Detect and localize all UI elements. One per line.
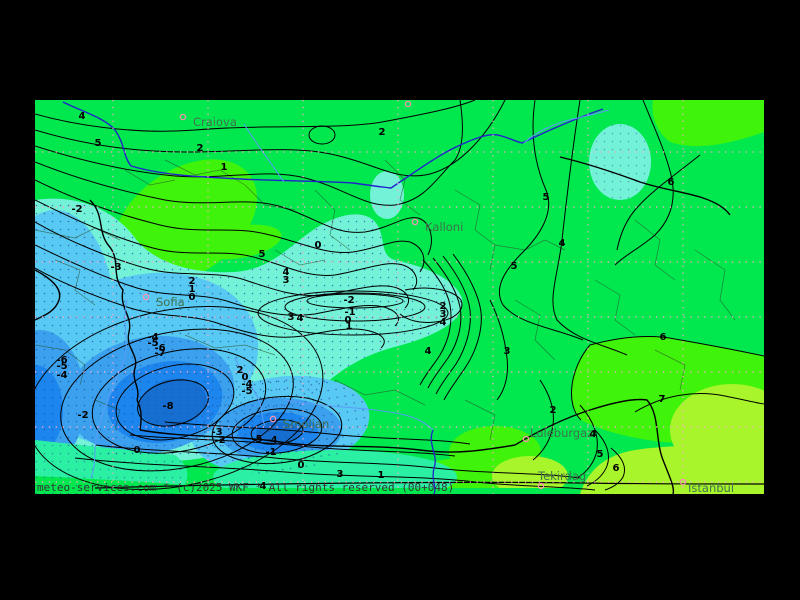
danube-river	[62, 101, 604, 189]
contour-label: 0	[298, 460, 305, 471]
contour-label: -5	[56, 361, 67, 372]
contour-label: 5	[259, 249, 266, 260]
contour-label: 5	[543, 192, 550, 203]
temperature-fill-layer	[35, 100, 764, 494]
contour-label: 0	[345, 315, 352, 326]
weather-map: Craiova Sofia Kalloni Smoljan Luleburgaz Teki…	[35, 100, 764, 494]
contour-label: 2	[440, 301, 447, 312]
city-marker-tekirdag	[537, 482, 545, 490]
contour-label: 3	[337, 469, 344, 480]
contour-label: -7	[154, 348, 165, 359]
city-marker-istanbul	[679, 478, 687, 486]
contour-label: 0	[189, 292, 196, 303]
contour-label: -5	[147, 338, 158, 349]
contour-label: 4	[79, 111, 86, 122]
contour-label: -6	[56, 355, 67, 366]
city-marker-kalloni	[411, 218, 419, 226]
contour-label: 4	[590, 429, 597, 440]
lat-lon-grid	[35, 100, 764, 494]
contour-label: -4	[56, 370, 67, 381]
contour-label: 0	[315, 240, 322, 251]
contour-label: -8	[162, 401, 173, 412]
contour-label: -1	[265, 447, 276, 458]
contour-label: 7	[659, 394, 666, 405]
contour-label: -4	[241, 379, 252, 390]
contour-label: -4	[147, 332, 158, 343]
maritsa-river	[430, 429, 436, 494]
contour-label: 6	[668, 177, 675, 188]
rivers-layer	[62, 101, 610, 494]
contour-label: 4	[440, 317, 447, 328]
city-marker-smoljan	[269, 415, 277, 423]
contour-label: 2	[189, 276, 196, 287]
city-marker-sofia	[142, 293, 150, 301]
contour-label: -2	[71, 204, 82, 215]
contour-label: -3	[110, 262, 121, 273]
contour-label: 5	[511, 261, 518, 272]
contour-label: 4	[559, 238, 566, 249]
contour-label: 2	[197, 143, 204, 154]
map-canvas: Craiova Sofia Kalloni Smoljan Luleburgaz Teki…	[35, 100, 764, 494]
contour-label: -3	[211, 427, 222, 438]
contour-label: 3	[288, 312, 295, 323]
contour-label: 4	[283, 267, 290, 278]
country-borders-layer	[35, 156, 731, 494]
admin-borders-layer	[35, 159, 736, 441]
contour-label: 1	[346, 321, 353, 332]
cities-layer: Craiova Sofia Kalloni Smoljan Luleburgaz Teki…	[142, 100, 734, 494]
contour-label: -2	[343, 295, 354, 306]
contour-label: 0	[134, 445, 141, 456]
contour-label: 5	[597, 449, 604, 460]
contour-label: 0	[242, 372, 249, 383]
contour-label: 1	[189, 284, 196, 295]
contour-label: 4	[425, 346, 432, 357]
contour-label: -2	[77, 410, 88, 421]
contour-label: 3	[504, 346, 511, 357]
city-marker-craiova	[179, 113, 187, 121]
copyright-text: meteo-services.com * (c)2025 WKF * All r…	[37, 481, 455, 494]
contour-label: 2	[550, 405, 557, 416]
city-label-craiova: Craiova	[193, 115, 237, 129]
contour-label: 5	[95, 138, 102, 149]
city-label-luleburgaz: Luleburgaz	[530, 426, 593, 440]
contour-label: 1	[378, 470, 385, 481]
contour-label: -4	[266, 435, 277, 446]
contour-label: 4	[297, 313, 304, 324]
city-label-tekirdag: Tekirdag	[537, 469, 586, 483]
contour-label: -6	[154, 343, 165, 354]
contour-label: 2	[379, 127, 386, 138]
contour-label: 4	[260, 481, 267, 492]
contour-label: 6	[660, 332, 667, 343]
contour-label: 2	[237, 365, 244, 376]
city-label-smoljan: Smoljan	[283, 417, 329, 431]
contour-label: -5	[241, 386, 252, 397]
contour-label: -1	[344, 307, 355, 318]
contour-label: 1	[221, 162, 228, 173]
contour-label: 6	[613, 463, 620, 474]
city-label-kalloni: Kalloni	[425, 220, 463, 234]
contour-label: -5	[251, 434, 262, 445]
city-marker-north-unnamed	[404, 100, 412, 108]
city-label-istanbul: Istanbul	[688, 481, 734, 494]
contour-label: 3	[440, 309, 447, 320]
contour-label: 3	[283, 275, 290, 286]
contour-label: -2	[214, 435, 225, 446]
city-label-sofia: Sofia	[156, 295, 185, 309]
city-marker-luleburgaz	[522, 435, 530, 443]
